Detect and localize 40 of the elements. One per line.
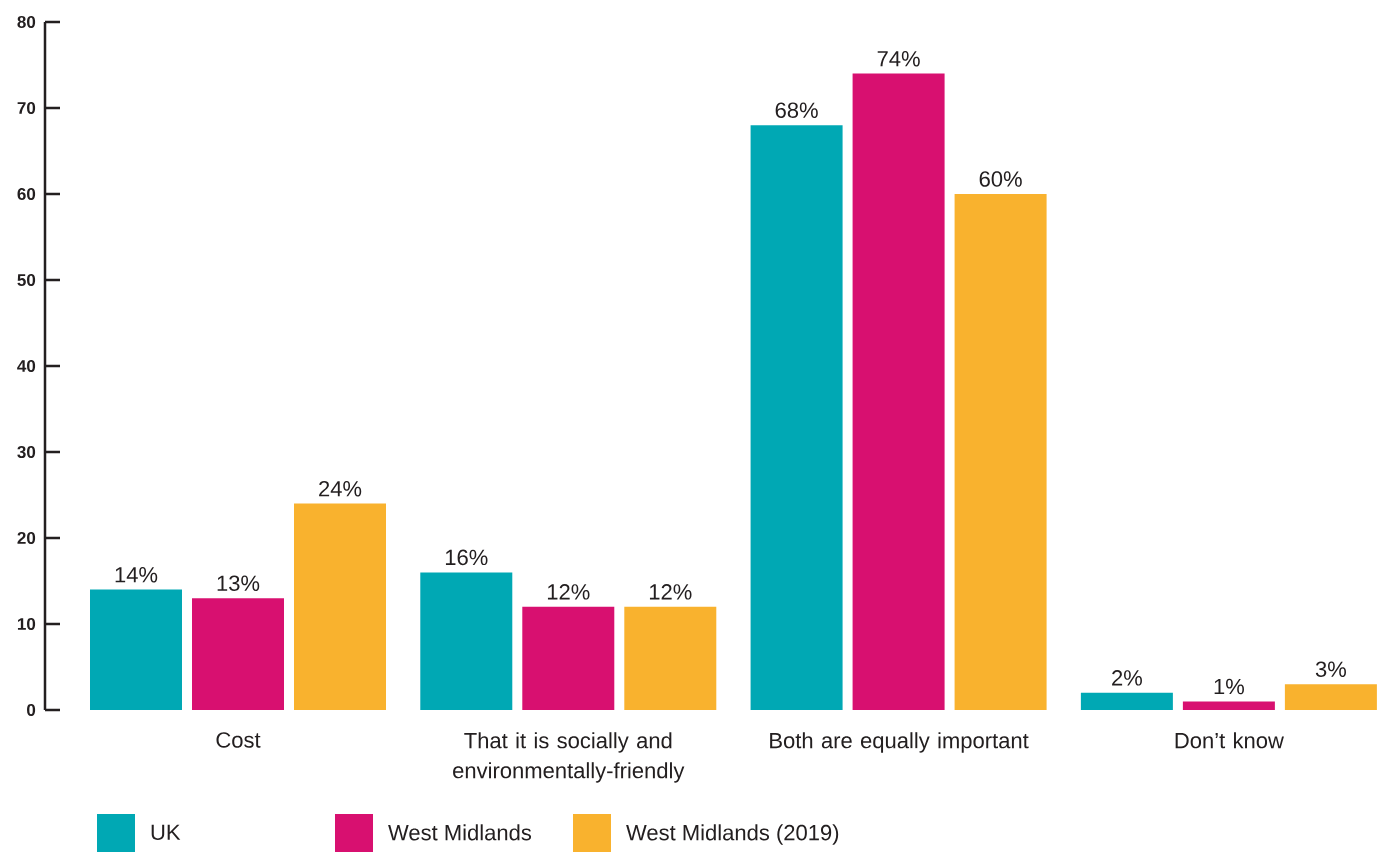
y-tick-label: 40 <box>17 359 36 373</box>
bar <box>420 572 513 710</box>
x-tick-label: Cost <box>216 732 261 748</box>
data-label: 1% <box>1214 678 1244 695</box>
bar <box>624 606 717 710</box>
y-tick-label: 80 <box>17 15 36 29</box>
x-tick-label: Don’t know <box>1175 732 1284 749</box>
y-tick-label: 60 <box>17 187 36 201</box>
x-tick-label: Both are equally important <box>770 732 1029 753</box>
bar <box>954 194 1047 710</box>
x-tick-label: That it is socially and environmentally-friendly <box>453 732 685 783</box>
data-label: 16% <box>445 549 488 566</box>
data-label: 14% <box>115 567 158 583</box>
y-tick-label: 20 <box>17 531 36 545</box>
bar <box>1284 684 1377 710</box>
y-tick-label: 30 <box>17 445 36 459</box>
y-tick-label: 10 <box>17 617 36 631</box>
bar <box>1080 692 1173 710</box>
bar <box>852 73 945 710</box>
bar <box>192 598 284 710</box>
bar <box>522 606 615 710</box>
data-label: 68% <box>775 102 818 119</box>
data-label: 60% <box>979 171 1022 187</box>
bar <box>294 503 386 710</box>
data-label: 13% <box>217 575 260 592</box>
y-tick-label: 0 <box>27 703 36 717</box>
bar <box>90 589 182 710</box>
bar <box>750 125 843 710</box>
data-label: 12% <box>547 584 590 600</box>
y-tick-label: 50 <box>17 273 36 287</box>
y-tick-label: 70 <box>17 101 36 115</box>
legend-label: UK <box>151 824 181 841</box>
data-label: 24% <box>319 480 362 497</box>
data-label: 2% <box>1112 670 1142 686</box>
data-label: 74% <box>877 51 920 67</box>
data-label: 12% <box>649 584 692 600</box>
bar <box>1182 701 1275 710</box>
legend-label: West Midlands <box>388 824 532 841</box>
data-label: 3% <box>1315 661 1346 678</box>
legend-label: West Midlands (2019) <box>626 824 839 845</box>
